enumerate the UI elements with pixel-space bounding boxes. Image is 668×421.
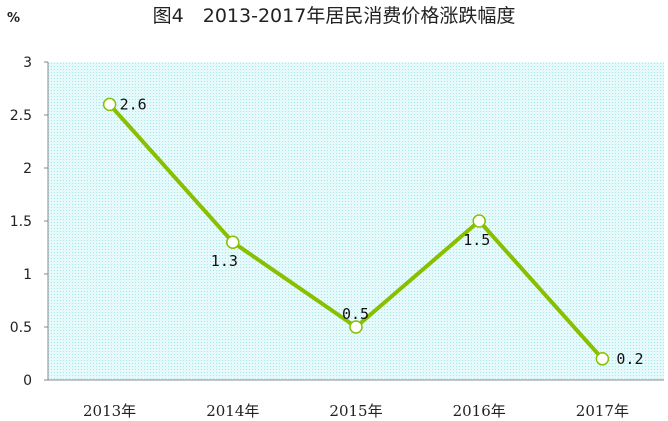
y-tick-label: 2.5 xyxy=(10,108,32,124)
y-axis-unit: % xyxy=(7,11,20,26)
x-tick-label: 2016年 xyxy=(453,402,506,420)
x-tick-label: 2017年 xyxy=(576,402,629,420)
data-point xyxy=(349,320,363,334)
y-tick-label: 0.5 xyxy=(10,320,32,336)
y-tick-label: 3 xyxy=(23,55,32,71)
y-tick-label: 0 xyxy=(23,373,32,389)
data-point xyxy=(226,235,240,249)
x-axis-ticks: 2013年 2014年 2015年 2016年 2017年 xyxy=(83,402,629,420)
data-point xyxy=(472,214,486,228)
data-label: 1.5 xyxy=(463,231,490,249)
series-group: 2.6 1.3 0.5 1.5 0.2 xyxy=(102,95,643,368)
chart-title: 图4 2013-2017年居民消费价格涨跌幅度 xyxy=(153,5,516,27)
data-label: 1.3 xyxy=(211,252,238,270)
data-label: 0.5 xyxy=(342,305,369,323)
x-tick-label: 2013年 xyxy=(83,402,136,420)
x-tick-label: 2014年 xyxy=(206,402,259,420)
data-label: 0.2 xyxy=(616,350,643,368)
y-tick-label: 1 xyxy=(23,267,32,283)
y-tick-label: 2 xyxy=(23,161,32,177)
y-axis-ticks: 0 0.5 1 1.5 2 2.5 3 xyxy=(10,55,48,389)
data-point xyxy=(102,97,117,112)
y-tick-label: 1.5 xyxy=(10,214,32,230)
data-label: 2.6 xyxy=(120,95,147,113)
data-point xyxy=(595,352,610,366)
x-tick-label: 2015年 xyxy=(329,402,382,420)
